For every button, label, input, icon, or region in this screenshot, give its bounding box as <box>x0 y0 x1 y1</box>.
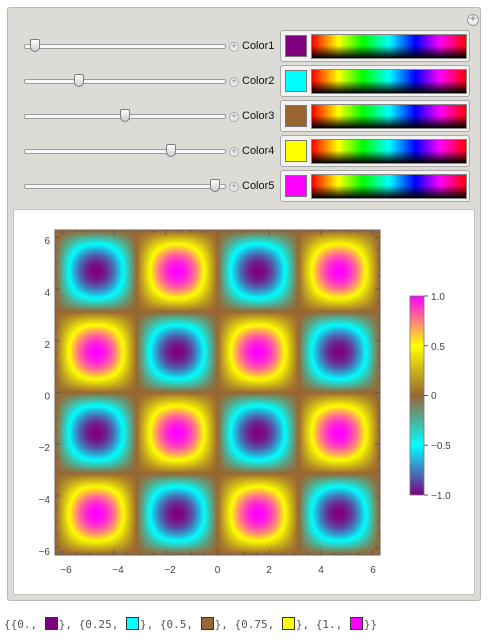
x-tick-label: −6 <box>60 565 72 576</box>
color5-expand-plus-icon[interactable]: + <box>229 182 239 192</box>
output-swatch-2 <box>126 617 139 630</box>
color5-label: Color5 <box>242 180 275 192</box>
color3-expand-plus-icon[interactable]: + <box>229 112 239 122</box>
output-swatch-3 <box>200 617 214 630</box>
x-tick-label: −4 <box>112 565 124 576</box>
x-tick-label: 6 <box>370 565 376 576</box>
y-tick-label: −4 <box>39 495 51 506</box>
y-tick-label: 6 <box>44 236 50 247</box>
color4-picker[interactable] <box>280 135 470 167</box>
color5-slider-thumb[interactable] <box>210 179 221 192</box>
color2-row: + Color2 <box>22 65 470 97</box>
color5-row: + Color5 <box>22 170 470 202</box>
panel-options-plus-icon[interactable]: + <box>467 14 479 26</box>
output-swatch-1 <box>44 617 58 630</box>
color3-picker[interactable] <box>280 100 470 132</box>
color3-label: Color3 <box>242 110 275 122</box>
y-tick-label: 2 <box>44 340 50 351</box>
color5-spectrum[interactable] <box>311 174 467 199</box>
color5-picker[interactable] <box>280 170 470 202</box>
legend-tick-label: −1.0 <box>431 491 451 502</box>
color1-label: Color1 <box>242 40 275 52</box>
output-pos-3: 0.5 <box>166 618 187 631</box>
color2-label: Color2 <box>242 75 275 87</box>
legend-tick-label: 1.0 <box>431 292 445 303</box>
color4-row: + Color4 <box>22 135 470 167</box>
color2-slider-thumb[interactable] <box>73 74 84 87</box>
output-pos-1: 0. <box>17 618 31 631</box>
color5-slider-track[interactable] <box>24 184 226 189</box>
color4-expand-plus-icon[interactable]: + <box>229 147 239 157</box>
output-swatch-4 <box>281 617 295 630</box>
frame-ticks <box>55 230 380 555</box>
legend-tick-label: −0.5 <box>431 441 451 452</box>
color-legend-bar <box>409 295 425 496</box>
color1-swatch[interactable] <box>285 35 307 57</box>
color1-picker[interactable] <box>280 30 470 62</box>
legend-tick-label: 0 <box>431 391 437 402</box>
density-heatmap <box>55 230 380 555</box>
color2-expand-plus-icon[interactable]: + <box>229 77 239 87</box>
y-tick-label: 0 <box>44 392 50 403</box>
color1-expand-plus-icon[interactable]: + <box>229 42 239 52</box>
x-tick-label: 0 <box>215 565 221 576</box>
color3-swatch[interactable] <box>285 105 307 127</box>
color3-slider-thumb[interactable] <box>120 109 130 122</box>
color1-slider-track[interactable] <box>24 44 226 49</box>
color2-spectrum[interactable] <box>311 69 467 94</box>
color4-label: Color4 <box>242 145 275 157</box>
color5-swatch[interactable] <box>285 175 307 197</box>
color3-spectrum[interactable] <box>311 104 467 129</box>
color1-slider-thumb[interactable] <box>29 39 40 52</box>
output-swatch-5 <box>349 617 363 630</box>
x-tick-label: −2 <box>164 565 176 576</box>
color4-swatch[interactable] <box>285 140 307 162</box>
y-tick-label: −2 <box>39 443 51 454</box>
x-tick-labels: −6 −4 −2 0 2 4 6 <box>60 565 376 576</box>
x-tick-label: 2 <box>266 565 272 576</box>
color2-swatch[interactable] <box>285 70 307 92</box>
color1-spectrum[interactable] <box>311 34 467 59</box>
output-pos-2: 0.25 <box>85 618 112 631</box>
output-pos-4: 0.75 <box>241 618 268 631</box>
color4-slider-thumb[interactable] <box>166 144 177 157</box>
color2-picker[interactable] <box>280 65 470 97</box>
y-tick-label: −6 <box>39 547 51 558</box>
legend-tick-label: 0.5 <box>431 342 445 353</box>
plot-area: −6 −4 −2 0 2 4 6 6 4 2 0 −2 −4 −6 <box>13 209 475 595</box>
color3-row: + Color3 <box>22 100 470 132</box>
color2-slider-track[interactable] <box>24 79 226 84</box>
color4-slider-track[interactable] <box>24 149 226 154</box>
output-expression: {{0., }, {0.25, }, {0.5, }, {0.75, }, {1… <box>4 617 378 631</box>
y-tick-labels: 6 4 2 0 −2 −4 −6 <box>39 236 51 558</box>
color4-spectrum[interactable] <box>311 139 467 164</box>
output-pos-5: 1. <box>322 618 336 631</box>
x-tick-label: 4 <box>318 565 324 576</box>
color1-row: + Color1 <box>22 30 470 62</box>
density-plot: −6 −4 −2 0 2 4 6 6 4 2 0 −2 −4 −6 <box>39 229 451 576</box>
y-tick-label: 4 <box>44 288 50 299</box>
